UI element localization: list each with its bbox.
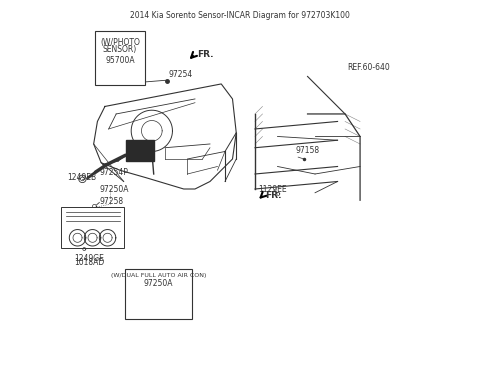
Text: (W/PHOTO: (W/PHOTO [100,38,140,47]
Text: 97254: 97254 [168,70,193,79]
Text: 1249GE: 1249GE [74,254,104,263]
Text: 97254P: 97254P [99,167,128,177]
FancyBboxPatch shape [95,31,145,85]
Text: REF.60-640: REF.60-640 [347,62,390,71]
Text: 95700A: 95700A [105,56,135,65]
Text: 97158: 97158 [296,146,320,155]
Text: 1129EE: 1129EE [258,184,287,194]
Text: FR.: FR. [265,191,282,200]
Text: 2014 Kia Sorento Sensor-INCAR Diagram for 972703K100: 2014 Kia Sorento Sensor-INCAR Diagram fo… [130,11,350,20]
FancyBboxPatch shape [125,269,192,319]
Text: 97250A: 97250A [99,184,129,194]
Text: 1249EB: 1249EB [67,173,96,182]
FancyBboxPatch shape [61,207,124,248]
Text: 97250A: 97250A [144,279,173,288]
Text: (W/DUAL FULL AUTO AIR CON): (W/DUAL FULL AUTO AIR CON) [111,273,206,279]
Text: SENSOR): SENSOR) [103,45,137,54]
Text: 97258: 97258 [99,197,123,206]
Text: 1018AD: 1018AD [74,259,104,267]
Bar [126,140,154,161]
Text: FR.: FR. [197,50,213,59]
